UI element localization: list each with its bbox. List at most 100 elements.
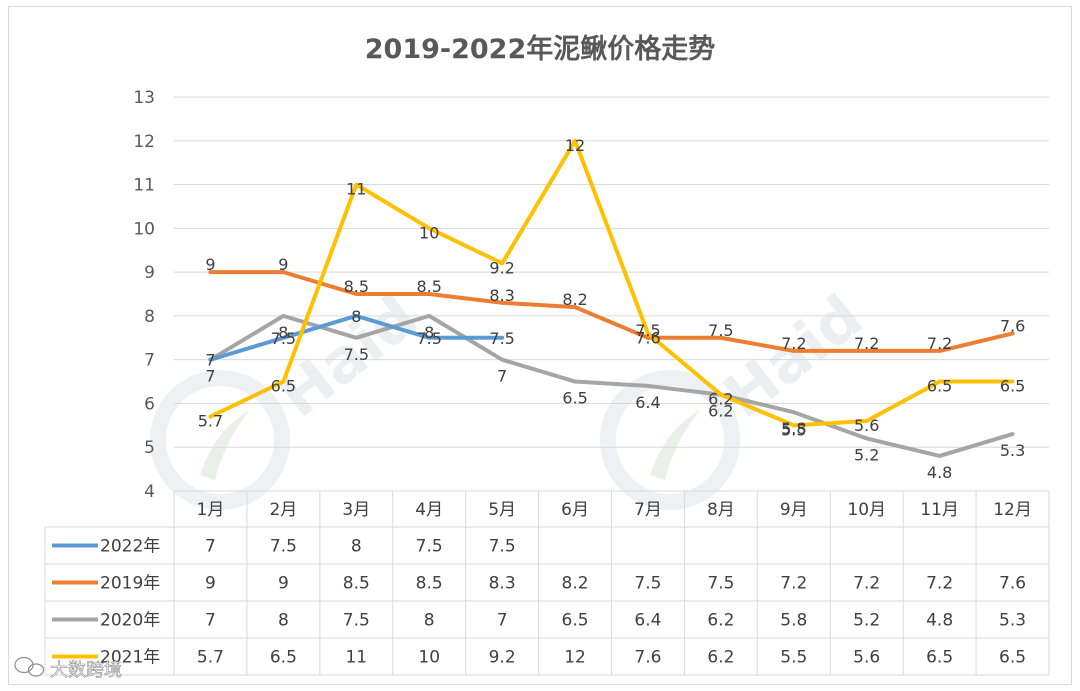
data-label: 7 [497, 367, 507, 386]
data-label: 5.8 [781, 419, 806, 438]
footer-text: 大数跨境 [50, 660, 122, 681]
table-cell: 7.2 [926, 574, 953, 594]
table-cell: 7.6 [634, 648, 661, 668]
legend-label: 2019年 [100, 574, 160, 594]
x-tick-label: 12月 [993, 500, 1032, 520]
data-label: 11 [346, 180, 366, 199]
series-line [208, 270, 1015, 353]
data-label: 9.2 [489, 258, 514, 277]
table-cell: 6.5 [270, 648, 297, 668]
x-tick-label: 8月 [707, 500, 735, 520]
table-cell: 5.7 [197, 648, 224, 668]
legend-label: 2021年 [100, 648, 160, 668]
table-cell: 8 [351, 537, 362, 557]
table-cell: 7 [205, 537, 216, 557]
table-cell: 8 [278, 611, 289, 631]
table-cell: 8.3 [489, 574, 516, 594]
table-cell: 7 [205, 611, 216, 631]
x-tick-label: 7月 [634, 500, 662, 520]
data-label: 12 [565, 136, 585, 155]
data-label: 8 [424, 323, 434, 342]
table-cell: 5.3 [999, 611, 1026, 631]
data-label: 7.6 [635, 328, 660, 347]
y-tick-label: 13 [133, 88, 155, 108]
table-cell: 11 [345, 648, 367, 668]
y-tick-label: 7 [144, 351, 155, 371]
x-tick-label: 2月 [269, 500, 297, 520]
data-label: 8.5 [416, 277, 441, 296]
table-cell: 6.4 [634, 611, 661, 631]
table-cell: 9 [278, 574, 289, 594]
data-label: 6.5 [927, 377, 952, 396]
data-label: 7.5 [635, 321, 660, 340]
x-tick-label: 1月 [197, 500, 225, 520]
table-cell: 5.5 [780, 648, 807, 668]
data-label: 7.2 [927, 334, 952, 353]
data-label: 7.2 [781, 334, 806, 353]
legend-label: 2020年 [100, 611, 160, 631]
data-label: 7 [205, 367, 215, 386]
chart-frame [8, 6, 1072, 685]
table-cell: 6.5 [999, 648, 1026, 668]
x-tick-label: 5月 [488, 500, 516, 520]
y-tick-label: 10 [133, 219, 155, 239]
data-label: 8 [351, 307, 361, 326]
data-label: 7.5 [708, 321, 733, 340]
table-cell: 5.6 [853, 648, 880, 668]
data-label: 7.5 [416, 329, 441, 348]
x-tick-label: 11月 [920, 500, 959, 520]
chart-title: 2019-2022年泥鳅价格走势 [365, 33, 716, 65]
haid-logo-icon [600, 370, 740, 510]
data-label: 7.2 [854, 334, 879, 353]
data-label: 4.8 [927, 463, 952, 482]
table-cell: 10 [418, 648, 440, 668]
data-label: 6.4 [635, 393, 660, 412]
table-cell: 6.5 [562, 611, 589, 631]
data-label: 8.2 [562, 290, 587, 309]
y-tick-label: 4 [144, 482, 155, 502]
table-cell: 7.5 [270, 537, 297, 557]
data-label: 7.5 [344, 345, 369, 364]
data-label: 7.5 [489, 329, 514, 348]
point-labels: 77.587.5 7.59 98.5 8.5 8.3 8.27.5 7.57.2 7.2 7.2… [198, 136, 1026, 482]
data-label: 5.3 [1000, 441, 1025, 460]
data-label: 5.6 [854, 416, 879, 435]
data-label: 7 [205, 351, 215, 370]
table-cell: 7.5 [416, 537, 443, 557]
table-cell: 7.2 [853, 574, 880, 594]
table-cell: 8 [424, 611, 435, 631]
data-label: 6.5 [562, 389, 587, 408]
data-label: 5.2 [854, 445, 879, 464]
table-cell: 4.8 [926, 611, 953, 631]
data-label: 7.5 [271, 329, 296, 348]
table-cell: 12 [564, 648, 586, 668]
table-cell: 5.8 [780, 611, 807, 631]
table-cell: 8.2 [562, 574, 589, 594]
data-label: 6.2 [708, 390, 733, 409]
data-label: 9 [205, 255, 215, 274]
y-tick-label: 6 [144, 394, 155, 414]
table-cell: 7.5 [707, 574, 734, 594]
y-tick-label: 5 [144, 438, 155, 458]
y-tick-label: 11 [133, 176, 155, 196]
y-tick-label: 9 [144, 263, 155, 283]
table-cell: 6.2 [707, 648, 734, 668]
legend-label: 2022年 [100, 537, 160, 557]
table-cell: 7.6 [999, 574, 1026, 594]
data-label: 6.5 [271, 377, 296, 396]
series-lines [208, 138, 1015, 458]
table-cell: 8.5 [416, 574, 443, 594]
data-label: 8.3 [489, 286, 514, 305]
series-line [208, 138, 1015, 428]
data-label: 8 [278, 323, 288, 342]
watermark-text-2: Haid [711, 282, 876, 432]
x-tick-label: 3月 [342, 500, 370, 520]
x-tick-label: 9月 [780, 500, 808, 520]
table-cell: 7.5 [634, 574, 661, 594]
haid-logo-icon [150, 370, 290, 510]
data-label: 6.5 [1000, 377, 1025, 396]
data-table: 1月 2月 3月 4月 5月 6月 7月 8月 9月 10月 11月 12月 2022年 7 7.5 8 7.5… [44, 490, 1050, 676]
table-cell: 7 [497, 611, 508, 631]
table-cell: 9 [205, 574, 216, 594]
